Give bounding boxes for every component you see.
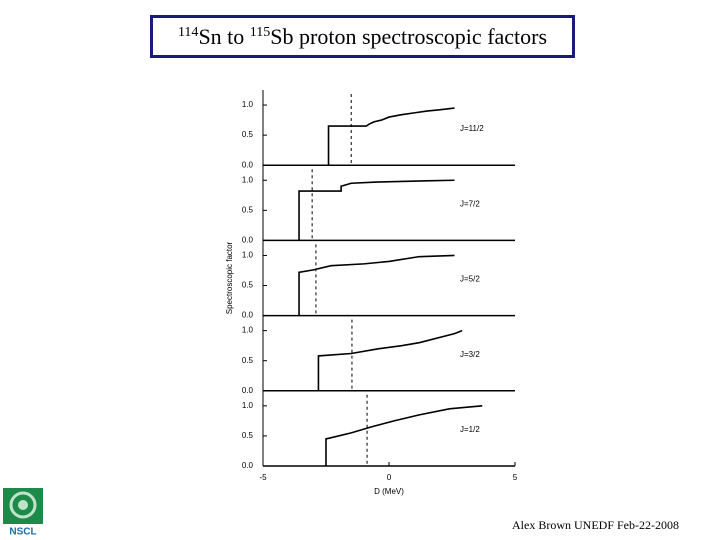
y-tick-label: 0.0	[242, 236, 254, 245]
x-tick-label: -5	[259, 473, 267, 482]
y-tick-label: 0.0	[242, 311, 254, 320]
title-text: Sn to	[198, 24, 250, 49]
y-tick-label: 1.0	[242, 175, 254, 184]
panel-label: J=7/2	[460, 199, 480, 208]
y-tick-label: 0.5	[242, 431, 254, 440]
slide-title: 114Sn to 115Sb proton spectroscopic fact…	[150, 15, 575, 58]
y-tick-label: 0.5	[242, 356, 254, 365]
logo-swirl	[9, 491, 37, 519]
panel-label: J=5/2	[460, 275, 480, 284]
panel-label: J=3/2	[460, 350, 480, 359]
y-tick-label: 0.0	[242, 160, 254, 169]
footer: Alex Brown UNEDF Feb-22-2008	[512, 518, 679, 532]
step-curve	[325, 405, 483, 466]
y-tick-label: 0.0	[242, 386, 254, 395]
mass-number: 115	[249, 25, 271, 40]
x-tick-label: 5	[513, 473, 518, 482]
mass-number: 114	[177, 25, 199, 40]
y-tick-label: 1.0	[242, 401, 254, 410]
x-axis-label: D (MeV)	[374, 487, 404, 496]
step-curve	[298, 179, 455, 241]
y-tick-label: 1.0	[242, 100, 254, 109]
y-tick-label: 0.0	[242, 461, 254, 470]
x-tick-label: 0	[387, 473, 392, 482]
y-axis-label: Spectroscopic factor	[225, 241, 234, 314]
title-text: Sb proton spectroscopic factors	[270, 24, 548, 49]
panel-label: J=1/2	[460, 425, 480, 434]
y-tick-label: 1.0	[242, 326, 254, 335]
logo: NSCL	[3, 488, 43, 538]
logo-swirl	[18, 500, 28, 510]
step-curve	[327, 107, 455, 166]
panel-label: J=11/2	[460, 124, 484, 133]
y-tick-label: 1.0	[242, 251, 254, 260]
y-tick-label: 0.5	[242, 205, 254, 214]
y-tick-label: 0.5	[242, 130, 254, 139]
y-tick-label: 0.5	[242, 281, 254, 290]
step-curve	[317, 329, 463, 391]
step-curve	[298, 254, 455, 316]
logo-text: NSCL	[9, 527, 36, 538]
